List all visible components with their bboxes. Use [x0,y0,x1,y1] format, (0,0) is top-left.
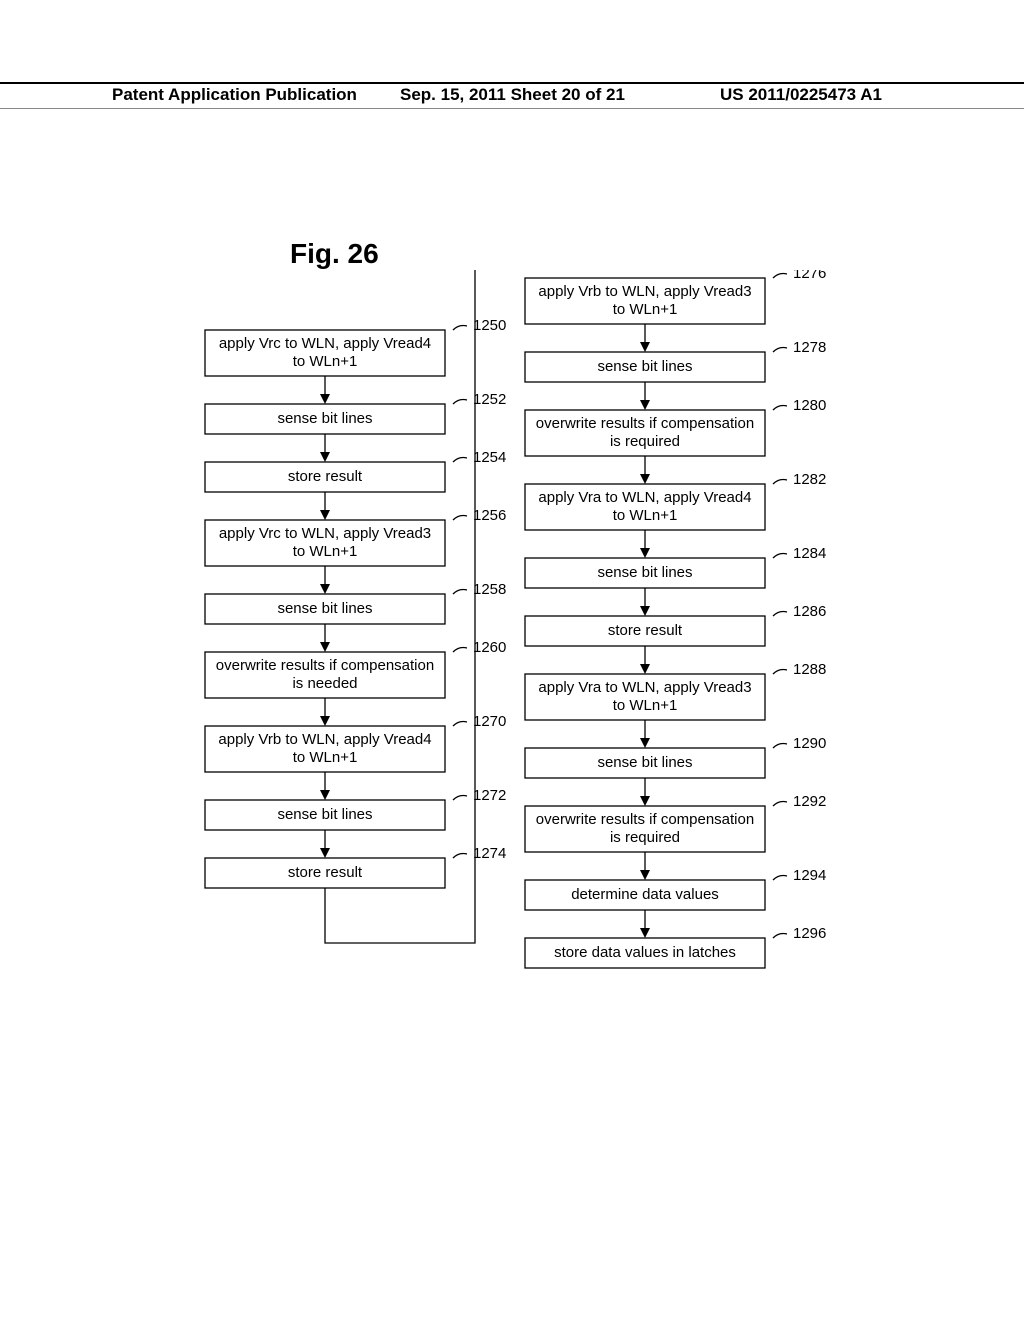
flow-box: apply Vrc to WLN, apply Vread4to WLn+1 12… [205,317,506,376]
ref-label: 1258 [473,581,506,598]
ref-label: 1250 [473,317,506,334]
figure-title: Fig. 26 [290,238,379,270]
flow-arrow [640,852,650,880]
svg-text:to WLn+1: to WLn+1 [613,301,678,318]
ref-label: 1280 [793,397,826,414]
svg-text:sense bit lines: sense bit lines [277,806,372,823]
ref-label: 1290 [793,735,826,752]
ref-label: 1272 [473,787,506,804]
header-left: Patent Application Publication [112,85,357,105]
ref-label: 1284 [793,545,826,562]
flow-box: overwrite results if compensationis need… [205,639,506,698]
flow-box: store result 1274 [205,845,506,888]
svg-text:is required: is required [610,433,680,450]
ref-label: 1286 [793,603,826,620]
svg-text:apply Vrb to WLN, apply Vread4: apply Vrb to WLN, apply Vread4 [218,731,431,748]
svg-text:sense bit lines: sense bit lines [277,410,372,427]
flow-box: sense bit lines 1272 [205,787,506,830]
flow-arrow [640,588,650,616]
ref-label: 1296 [793,925,826,942]
page: Patent Application Publication Sep. 15, … [0,0,1024,1320]
svg-text:apply Vra to WLN, apply Vread3: apply Vra to WLN, apply Vread3 [538,679,751,696]
flow-arrow [320,772,330,800]
ref-label: 1270 [473,713,506,730]
flowchart: apply Vrc to WLN, apply Vread4to WLn+112… [175,270,875,1100]
flow-box: overwrite results if compensationis requ… [525,793,826,852]
flow-box: sense bit lines 1284 [525,545,826,588]
flow-arrow [320,624,330,652]
svg-text:overwrite results if compensat: overwrite results if compensation [536,415,754,432]
svg-text:to WLn+1: to WLn+1 [613,507,678,524]
flow-arrow [640,646,650,674]
flow-arrow [640,324,650,352]
ref-label: 1252 [473,391,506,408]
ref-label: 1282 [793,471,826,488]
svg-text:to WLn+1: to WLn+1 [293,353,358,370]
svg-text:store result: store result [608,622,683,639]
flow-box: apply Vrb to WLN, apply Vread4to WLn+1 12… [205,713,506,772]
flow-arrow [320,830,330,858]
svg-text:overwrite results if compensat: overwrite results if compensation [216,657,434,674]
svg-text:to WLn+1: to WLn+1 [613,697,678,714]
svg-text:to WLn+1: to WLn+1 [293,543,358,560]
svg-text:apply Vrc to WLN, apply Vread4: apply Vrc to WLN, apply Vread4 [219,335,431,352]
flow-arrow [640,910,650,938]
flow-arrow [640,530,650,558]
header-center: Sep. 15, 2011 Sheet 20 of 21 [400,85,625,105]
ref-label: 1294 [793,867,826,884]
flow-box: store result 1254 [205,449,506,492]
ref-label: 1292 [793,793,826,810]
svg-text:sense bit lines: sense bit lines [277,600,372,617]
flow-arrow [640,720,650,748]
svg-text:store result: store result [288,468,363,485]
svg-text:overwrite results if compensat: overwrite results if compensation [536,811,754,828]
svg-text:is needed: is needed [292,675,357,692]
svg-text:store result: store result [288,864,363,881]
svg-text:apply Vra to WLN, apply Vread4: apply Vra to WLN, apply Vread4 [538,489,751,506]
ref-label: 1274 [473,845,506,862]
svg-text:is required: is required [610,829,680,846]
page-header: Patent Application Publication Sep. 15, … [0,82,1024,109]
header-right: US 2011/0225473 A1 [720,85,882,105]
flow-box: sense bit lines 1278 [525,339,826,382]
flow-arrow [320,566,330,594]
flow-arrow [320,376,330,404]
flow-box: sense bit lines 1290 [525,735,826,778]
flow-box: store data values in latches 1296 [525,925,826,968]
flow-arrow [320,434,330,462]
ref-label: 1260 [473,639,506,656]
flow-arrow [640,778,650,806]
flow-arrow [320,698,330,726]
flow-box: apply Vra to WLN, apply Vread4to WLn+1 12… [525,471,826,530]
flow-box: determine data values 1294 [525,867,826,910]
svg-text:sense bit lines: sense bit lines [597,564,692,581]
flow-box: store result 1286 [525,603,826,646]
svg-text:apply Vrc to WLN, apply Vread3: apply Vrc to WLN, apply Vread3 [219,525,431,542]
ref-label: 1278 [793,339,826,356]
flow-box: sense bit lines 1258 [205,581,506,624]
ref-label: 1254 [473,449,506,466]
svg-text:to WLn+1: to WLn+1 [293,749,358,766]
flow-arrow [640,382,650,410]
svg-text:store data values in latches: store data values in latches [554,944,736,961]
flow-box: apply Vra to WLN, apply Vread3to WLn+1 12… [525,661,826,720]
ref-label: 1288 [793,661,826,678]
flow-arrow [640,456,650,484]
svg-text:sense bit lines: sense bit lines [597,754,692,771]
flow-box: sense bit lines 1252 [205,391,506,434]
svg-text:determine data values: determine data values [571,886,719,903]
flow-box: apply Vrc to WLN, apply Vread3to WLn+1 12… [205,507,506,566]
svg-text:apply Vrb to WLN, apply Vread3: apply Vrb to WLN, apply Vread3 [538,283,751,300]
svg-text:sense bit lines: sense bit lines [597,358,692,375]
flow-box: apply Vrb to WLN, apply Vread3to WLn+1 12… [525,270,826,324]
ref-label: 1256 [473,507,506,524]
ref-label: 1276 [793,270,826,282]
flow-box: overwrite results if compensationis requ… [525,397,826,456]
flow-arrow [320,492,330,520]
